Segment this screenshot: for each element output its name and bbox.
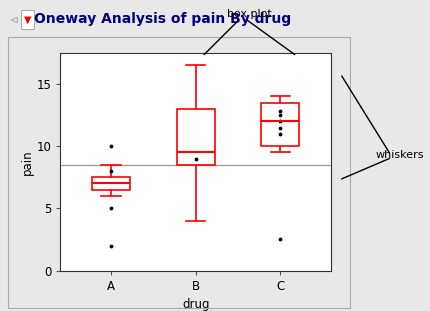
Text: box plot: box plot — [227, 9, 272, 19]
PathPatch shape — [177, 109, 215, 165]
Y-axis label: pain: pain — [21, 149, 34, 174]
Text: Oneway Analysis of pain By drug: Oneway Analysis of pain By drug — [34, 12, 292, 26]
PathPatch shape — [92, 177, 130, 190]
Text: whiskers: whiskers — [375, 151, 424, 160]
FancyBboxPatch shape — [21, 10, 34, 29]
PathPatch shape — [261, 103, 299, 146]
Text: ◁: ◁ — [10, 15, 17, 24]
Text: ▼: ▼ — [24, 14, 31, 25]
X-axis label: drug: drug — [182, 298, 209, 311]
